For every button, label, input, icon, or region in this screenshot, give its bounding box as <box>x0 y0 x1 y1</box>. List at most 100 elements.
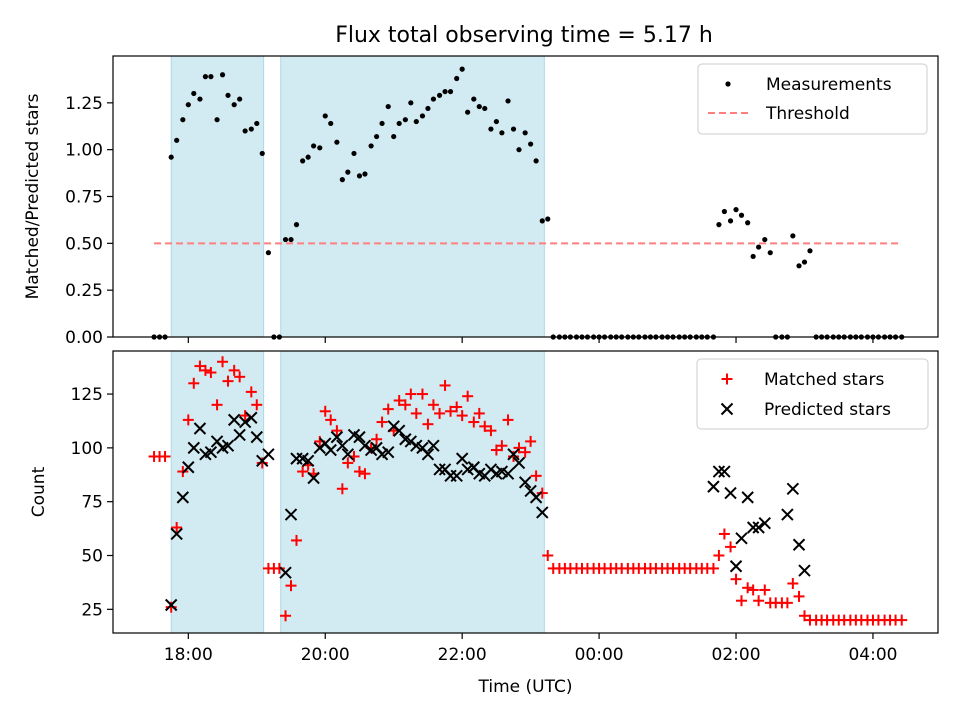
matched-star-point <box>376 416 388 428</box>
matched-star-point <box>393 395 405 407</box>
legend-threshold-label: Threshold <box>765 104 850 124</box>
matched-star-point <box>422 418 434 430</box>
y-tick-label: 0.50 <box>65 234 103 254</box>
measurement-point <box>471 96 477 102</box>
predicted-star-point <box>233 428 246 442</box>
measurement-point <box>516 147 522 153</box>
matched-star-point <box>434 407 446 419</box>
matched-star-point <box>280 610 292 622</box>
matched-star-point <box>502 414 514 426</box>
measurement-point <box>505 98 511 104</box>
top-panel-bands <box>170 55 545 338</box>
x-tick-label: 20:00 <box>301 645 350 665</box>
bottom-y-axis-label: Count <box>29 466 49 517</box>
measurement-point <box>413 118 419 125</box>
measurement-point <box>202 74 209 80</box>
predicted-star-point <box>336 439 349 452</box>
observing-band <box>280 350 545 634</box>
predicted-star-point <box>427 439 440 452</box>
measurement-point <box>259 150 265 157</box>
measurement-point <box>436 92 443 98</box>
matched-star-point <box>199 364 211 376</box>
observing-band <box>280 55 545 338</box>
measurement-point <box>385 103 391 110</box>
measurement-point <box>454 75 460 82</box>
matched-star-point <box>508 450 520 462</box>
x-tick-label: 22:00 <box>438 645 487 665</box>
bottom-panel-frame <box>112 350 939 634</box>
measurement-point <box>533 158 539 164</box>
predicted-star-point <box>182 461 195 474</box>
measurement-point <box>419 113 426 119</box>
matched-star-point <box>742 582 754 594</box>
predicted-star-point <box>301 454 315 467</box>
bottom-legend: Matched stars Predicted stars <box>696 358 929 430</box>
predicted-star-point <box>279 566 292 579</box>
measurement-point <box>288 236 294 243</box>
matched-star-point <box>182 414 194 426</box>
y-tick-label: 50 <box>81 547 103 567</box>
predicted-star-point <box>221 439 235 452</box>
measurement-point <box>311 143 317 149</box>
y-tick-label: 0.25 <box>65 281 103 301</box>
predicted-star-point <box>741 491 754 504</box>
predicted-star-point <box>324 443 337 457</box>
measurement-point <box>356 173 363 179</box>
measurement-point <box>510 126 517 132</box>
matched-star-point <box>730 573 742 585</box>
measurement-point <box>408 100 414 106</box>
predicted-star-point <box>786 482 800 495</box>
predicted-star-point <box>724 486 737 500</box>
predicted-star-point <box>176 491 190 504</box>
matched-star-point <box>290 534 302 546</box>
predicted-star-point <box>382 445 395 459</box>
measurement-point <box>767 250 773 256</box>
matched-star-point <box>427 399 439 411</box>
top-y-axis-label: Matched/Predicted stars <box>23 93 43 299</box>
predicted-star-point <box>353 430 366 444</box>
matched-star-point <box>456 410 468 422</box>
top-panel: 0.00 0.25 0.50 0.75 1.00 1.25 Matched/Predict… <box>23 55 939 348</box>
matched-star-point <box>479 420 491 432</box>
matched-star-point <box>793 590 805 602</box>
matched-star-point <box>525 435 537 447</box>
predicted-star-point <box>164 598 178 612</box>
legend-matched-label: Matched stars <box>764 370 884 390</box>
predicted-star-point <box>330 430 344 444</box>
predicted-star-point <box>433 463 446 476</box>
matched-star-point <box>707 562 719 574</box>
matched-star-point <box>496 440 508 452</box>
measurement-point <box>334 139 340 145</box>
matched-star-point <box>211 399 223 411</box>
measurement-point <box>545 216 551 222</box>
matched-star-point <box>747 584 759 596</box>
top-legend: Measurements Threshold <box>697 63 928 135</box>
predicted-star-point <box>392 424 406 437</box>
measurement-point <box>396 120 402 127</box>
matched-star-point <box>234 371 246 383</box>
matched-star-point <box>439 379 451 391</box>
measurement-point <box>499 130 505 136</box>
matched-star-point <box>319 405 331 417</box>
predicted-star-point <box>193 422 207 435</box>
measurement-point <box>425 105 431 112</box>
legend-plus-glyph <box>721 373 733 385</box>
measurement-point <box>762 236 768 243</box>
measurement-point <box>379 120 385 127</box>
matched-star-point <box>787 577 799 589</box>
measurement-point <box>180 117 186 123</box>
measurement-point <box>197 96 203 102</box>
x-tick-label: 18:00 <box>164 645 213 665</box>
measurement-point <box>254 120 260 127</box>
y-tick-label: 0.00 <box>65 328 103 348</box>
legend-predicted-label: Predicted stars <box>764 400 891 420</box>
y-tick-label: 100 <box>71 439 103 459</box>
matched-star-point <box>285 580 297 592</box>
matched-star-point <box>256 457 268 469</box>
measurement-point <box>465 109 471 115</box>
predicted-star-point <box>284 508 298 521</box>
predicted-star-point <box>781 508 794 521</box>
measurement-point <box>733 207 739 213</box>
